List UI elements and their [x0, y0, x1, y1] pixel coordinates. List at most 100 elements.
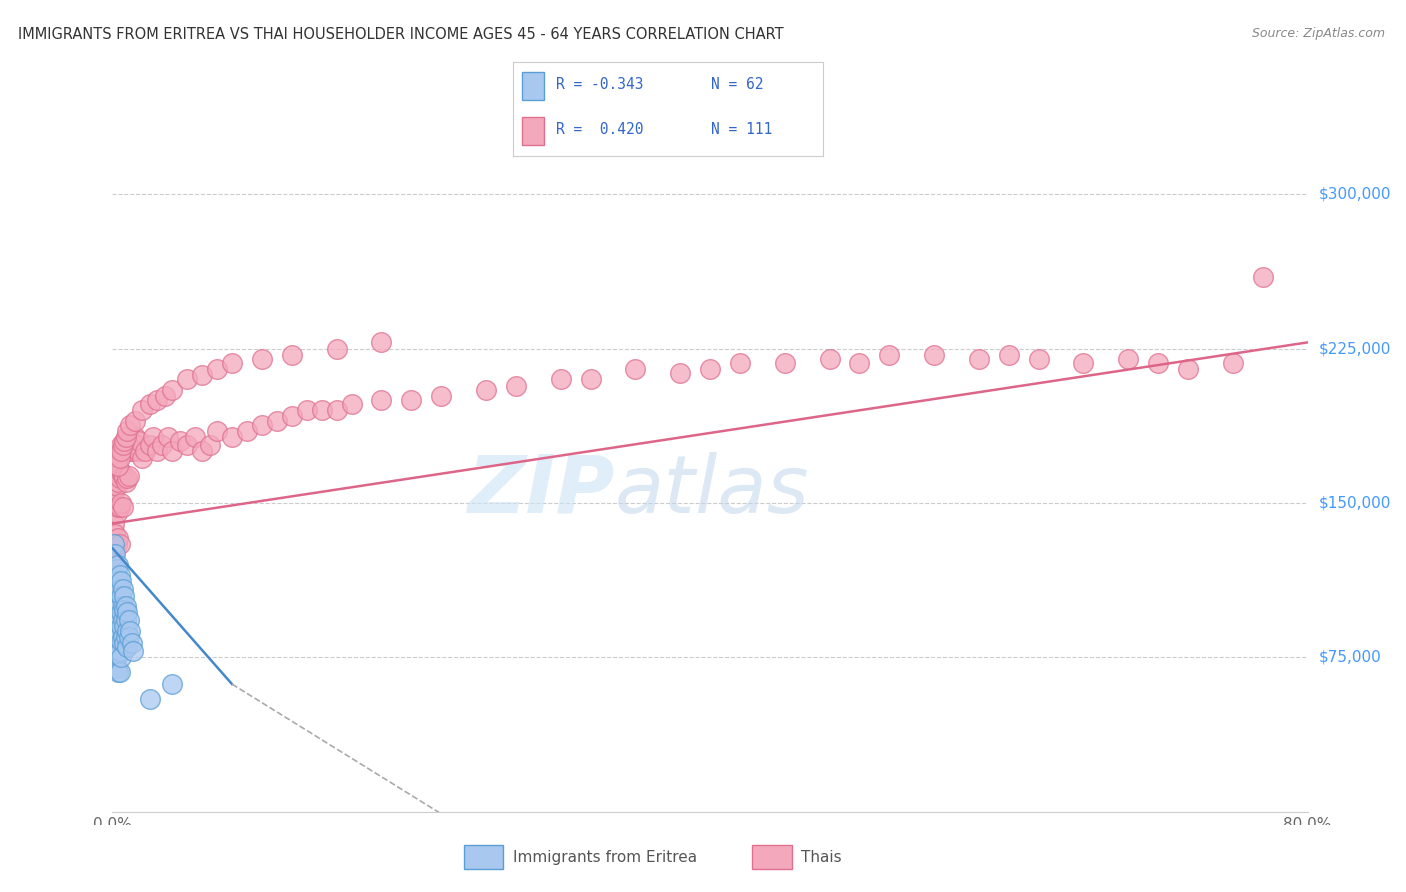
Point — [967, 351, 990, 366]
Point — [250, 351, 273, 366]
Point — [105, 568, 128, 582]
Text: N = 111: N = 111 — [711, 122, 772, 137]
Text: N = 62: N = 62 — [711, 78, 763, 93]
Text: ZIP: ZIP — [467, 451, 614, 530]
Point — [325, 403, 347, 417]
Point — [183, 430, 205, 444]
Point — [176, 372, 198, 386]
Point — [114, 434, 135, 449]
Point — [105, 648, 128, 663]
Point — [105, 603, 128, 617]
Point — [114, 438, 135, 452]
Point — [1073, 356, 1095, 370]
Point — [108, 628, 131, 642]
Point — [281, 409, 304, 424]
Point — [111, 438, 134, 452]
Point — [104, 636, 127, 650]
Point — [107, 500, 129, 514]
Point — [107, 665, 129, 679]
Point — [1118, 351, 1140, 366]
Point — [162, 444, 183, 458]
Point — [107, 531, 129, 545]
Point — [1147, 356, 1170, 370]
Point — [117, 624, 139, 638]
Point — [107, 475, 129, 490]
Bar — [523, 117, 544, 145]
Point — [114, 636, 135, 650]
Point — [108, 665, 131, 679]
Point — [115, 599, 138, 613]
Bar — [752, 846, 792, 869]
Point — [108, 644, 131, 658]
Point — [110, 633, 132, 648]
Point — [122, 444, 145, 458]
Point — [998, 348, 1021, 362]
Text: Immigrants from Eritrea: Immigrants from Eritrea — [513, 850, 697, 864]
Point — [108, 471, 131, 485]
Point — [205, 424, 228, 438]
Point — [105, 660, 128, 674]
Point — [108, 537, 131, 551]
Point — [340, 397, 363, 411]
Point — [191, 368, 214, 383]
Point — [114, 619, 135, 633]
Point — [107, 558, 129, 572]
Point — [104, 619, 127, 633]
Point — [818, 351, 841, 366]
Point — [198, 438, 221, 452]
Point — [205, 362, 228, 376]
Point — [108, 450, 131, 465]
Point — [103, 609, 125, 624]
Point — [103, 568, 125, 582]
Text: $75,000: $75,000 — [1319, 650, 1382, 665]
Point — [105, 574, 128, 589]
Text: atlas: atlas — [614, 451, 810, 530]
Point — [1177, 362, 1199, 376]
Point — [115, 613, 138, 627]
Point — [115, 630, 138, 644]
Point — [111, 599, 134, 613]
Point — [114, 603, 135, 617]
Point — [131, 403, 153, 417]
Point — [550, 372, 572, 386]
Point — [111, 582, 134, 597]
Point — [922, 348, 945, 362]
Point — [121, 434, 143, 449]
Point — [124, 430, 146, 444]
Text: Source: ZipAtlas.com: Source: ZipAtlas.com — [1251, 27, 1385, 40]
Point — [122, 644, 145, 658]
Point — [110, 650, 132, 665]
Point — [475, 383, 498, 397]
Point — [114, 589, 135, 603]
Point — [104, 548, 127, 562]
Point — [311, 403, 333, 417]
Point — [105, 589, 128, 603]
Point — [107, 633, 129, 648]
Point — [120, 624, 142, 638]
Point — [118, 469, 141, 483]
Point — [139, 438, 162, 452]
Point — [146, 392, 169, 407]
Point — [1251, 269, 1274, 284]
Point — [153, 389, 176, 403]
Point — [128, 434, 150, 449]
Point — [266, 414, 288, 428]
Bar — [464, 846, 503, 869]
Point — [117, 640, 139, 654]
Point — [105, 506, 128, 520]
Point — [848, 356, 870, 370]
Point — [370, 392, 392, 407]
Point — [108, 500, 131, 514]
Point — [401, 392, 423, 407]
Point — [110, 605, 132, 619]
Point — [221, 356, 243, 370]
Point — [191, 444, 214, 458]
Point — [250, 417, 273, 432]
Point — [669, 366, 692, 380]
Point — [108, 599, 131, 613]
Point — [105, 562, 128, 576]
Point — [117, 434, 139, 449]
Point — [236, 424, 259, 438]
Point — [108, 582, 131, 597]
Point — [104, 465, 127, 479]
